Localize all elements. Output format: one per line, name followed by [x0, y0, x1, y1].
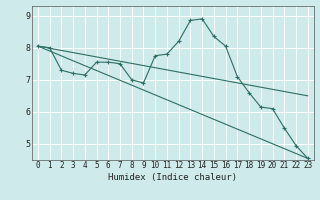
X-axis label: Humidex (Indice chaleur): Humidex (Indice chaleur) — [108, 173, 237, 182]
